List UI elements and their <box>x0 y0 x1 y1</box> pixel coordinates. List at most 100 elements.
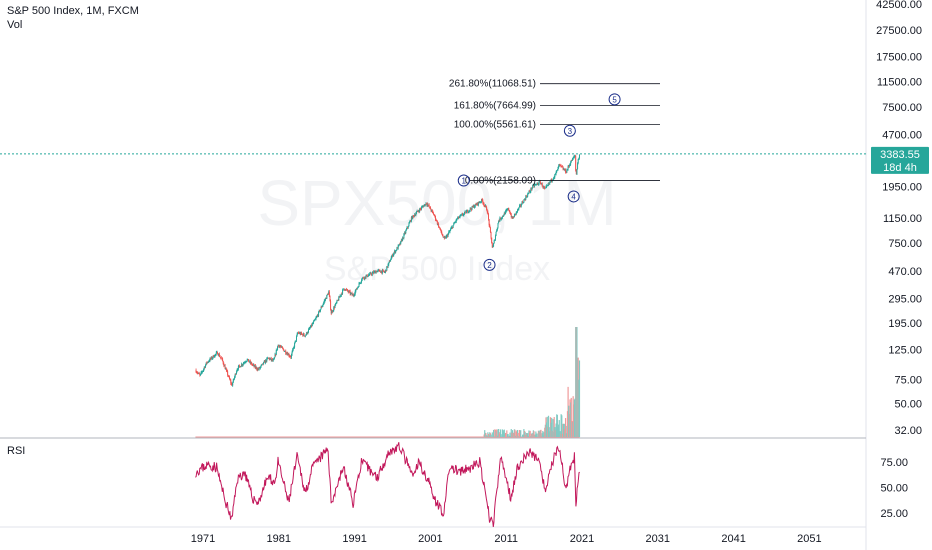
volume-bar <box>571 422 574 437</box>
candle-body <box>478 201 480 203</box>
candle-body <box>254 365 256 368</box>
volume-bar <box>542 430 544 437</box>
candle-body <box>490 232 492 238</box>
volume-bar <box>498 429 500 437</box>
candle-body <box>371 274 373 276</box>
candle-body <box>235 373 237 375</box>
volume-bar <box>554 430 557 437</box>
candle-body <box>367 275 369 277</box>
candle-body <box>388 260 390 263</box>
candle-body <box>473 205 475 208</box>
candle-body <box>570 160 572 163</box>
volume-bar <box>530 433 533 437</box>
candle-body <box>287 353 289 356</box>
volume-bar <box>512 432 514 437</box>
wave-marker[interactable] <box>608 93 621 106</box>
candle-body <box>561 166 563 167</box>
volume-bar <box>510 436 512 437</box>
candle-body <box>211 357 213 359</box>
candle-body <box>278 346 280 347</box>
volume-bar <box>519 430 521 437</box>
volume-bar <box>552 419 554 437</box>
elliott-wave-labels[interactable]: 1 2 3 4 5 <box>457 93 621 271</box>
candle-body <box>573 156 575 158</box>
candle-body <box>474 204 476 207</box>
candle-body <box>340 293 342 296</box>
price-axis[interactable]: 42500.00 27500.00 17500.00 11500.00 7500.00 4… <box>876 0 922 437</box>
candle-body <box>316 315 318 317</box>
volume-bar <box>575 327 577 437</box>
candle-body <box>379 270 381 272</box>
wave-marker[interactable] <box>563 124 576 137</box>
candle-body <box>353 295 355 297</box>
candle-body <box>385 270 387 272</box>
candle-body <box>289 356 291 358</box>
candle-body <box>548 183 550 184</box>
candle-body <box>368 274 370 276</box>
candle-body <box>458 216 460 218</box>
volume-bar <box>577 357 579 437</box>
candle-body <box>515 211 517 214</box>
candle-body <box>453 222 455 224</box>
candle-body <box>384 271 386 273</box>
volume-bar <box>522 434 524 437</box>
candle-body <box>436 220 438 225</box>
candle-body <box>443 236 445 238</box>
candle-body <box>379 271 381 273</box>
volume-bar <box>529 430 531 437</box>
candle-body <box>304 335 306 337</box>
candle-body <box>561 166 563 168</box>
candle-body <box>378 269 380 271</box>
price-badge-countdown: 18d 4h <box>883 162 917 174</box>
candle-body <box>299 332 301 334</box>
candle-body <box>411 216 413 219</box>
candle-body <box>424 204 426 206</box>
candle-body <box>197 372 199 374</box>
candle-body <box>525 196 527 200</box>
candle-body <box>245 361 247 363</box>
wave-marker[interactable] <box>567 190 580 203</box>
volume-bar <box>551 430 553 437</box>
candle-body <box>527 193 529 194</box>
volume-bar <box>499 432 501 437</box>
candle-body <box>431 210 433 211</box>
volume-bar <box>486 435 488 437</box>
volume-bar <box>528 430 530 437</box>
candle-body <box>446 235 448 237</box>
candle-body <box>416 212 418 214</box>
candle-body <box>321 306 323 308</box>
candle-body <box>268 357 270 360</box>
candle-body <box>309 327 311 329</box>
time-axis[interactable]: 1971 1981 1991 2001 2011 2021 2031 2041 2051 <box>191 533 822 545</box>
volume-bar <box>500 434 502 437</box>
candle-body <box>433 214 435 216</box>
candle-body <box>500 217 502 220</box>
candle-body <box>277 344 279 347</box>
wave-marker[interactable] <box>483 258 496 271</box>
candle-body <box>507 208 509 210</box>
volume-bar <box>568 414 570 437</box>
fibonacci-extension[interactable]: 261.80%(11068.51) 161.80%(7664.99) 100.00%… <box>449 79 660 187</box>
candle-body <box>347 289 349 292</box>
candle-body <box>250 362 252 364</box>
candle-body <box>470 208 472 210</box>
candle-body <box>536 183 538 185</box>
rsi-axis[interactable]: 75.00 50.00 25.00 <box>880 457 908 520</box>
candle-body <box>477 201 479 205</box>
candle-body <box>258 367 260 370</box>
candle-body <box>200 372 202 374</box>
candle-body <box>544 187 546 189</box>
candle-body <box>276 349 278 351</box>
candle-body <box>287 353 289 356</box>
candle-body <box>518 207 520 210</box>
volume-bar <box>513 432 515 437</box>
candle-body <box>443 236 445 238</box>
volume-bar <box>532 430 534 437</box>
candle-body <box>476 204 478 206</box>
candle-body <box>365 275 367 278</box>
candle-body <box>272 360 274 361</box>
candle-body <box>497 223 499 228</box>
candle-body <box>575 170 577 175</box>
wave-marker[interactable] <box>457 174 470 187</box>
